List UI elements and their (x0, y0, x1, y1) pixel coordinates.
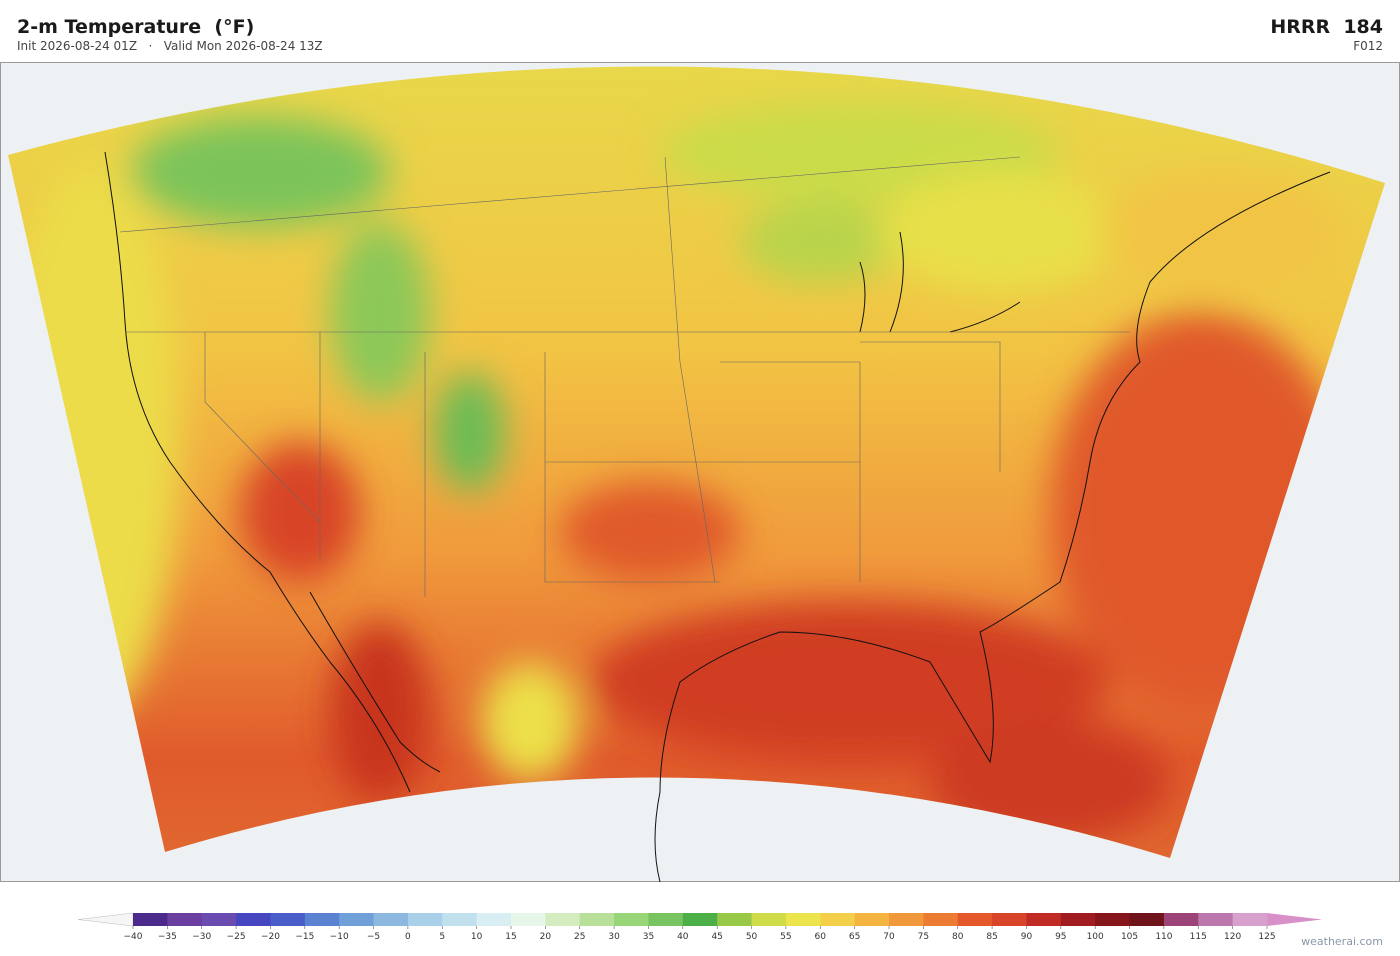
temperature-field (8, 66, 1385, 859)
colorbar-tick-label: −5 (367, 932, 380, 940)
colorbar-tick-label: 110 (1155, 932, 1172, 940)
colorbar-tick-label: 100 (1087, 932, 1104, 940)
map (0, 62, 1400, 883)
colorbar-tick-label: 85 (986, 932, 997, 940)
colorbar-tick-label: 60 (815, 932, 827, 940)
colorbar-segment (717, 913, 752, 926)
colorbar-segment (442, 913, 478, 926)
title: 2-m Temperature (°F) (17, 16, 255, 38)
colorbar-segment (133, 913, 168, 926)
colorbar-segment (167, 913, 203, 926)
colorbar-segment (476, 913, 512, 926)
colorbar-tick-label: −30 (192, 932, 211, 940)
colorbar-tick-label: −25 (227, 932, 246, 940)
colorbar-segment (682, 913, 718, 926)
colorbar-tick-label: 30 (608, 932, 620, 940)
subtitle: Init 2026-08-24 01Z · Valid Mon 2026-08-… (17, 39, 323, 53)
colorbar-tick-label: 70 (883, 932, 895, 940)
colorbar-segment (1163, 913, 1199, 926)
colorbar-segment (373, 913, 409, 926)
colorbar-tick-label: 90 (1021, 932, 1033, 940)
colorbar-under (77, 912, 134, 927)
colorbar-tick-label: 65 (849, 932, 860, 940)
colorbar-tick-label: −15 (295, 932, 314, 940)
colorbar-tick-label: 115 (1190, 932, 1207, 940)
coastlines (104, 151, 1331, 883)
colorbar-segment (511, 913, 546, 926)
colorbar-tick-label: −20 (261, 932, 280, 940)
colorbar-segment (304, 913, 340, 926)
colorbar-tick-label: 95 (1055, 932, 1066, 940)
colorbar-segment (785, 913, 821, 926)
colorbar-tick-label: 125 (1258, 932, 1275, 940)
colorbar-segment (407, 913, 443, 926)
colorbar-over (1267, 913, 1322, 926)
colorbar-tick-label: 5 (439, 932, 445, 940)
colorbar-segment (201, 913, 237, 926)
colorbar-tick-label: 55 (780, 932, 791, 940)
colorbar-segment (614, 913, 649, 926)
colorbar-tick-label: 45 (711, 932, 722, 940)
colorbar-segment (923, 913, 959, 926)
colorbar-segment (545, 913, 581, 926)
state-borders (119, 156, 1130, 597)
colorbar-tick-label: 20 (540, 932, 552, 940)
forecast-hour: F012 (1353, 39, 1383, 53)
colorbar-tick-label: 120 (1224, 932, 1241, 940)
colorbar-tick-label: 25 (574, 932, 585, 940)
colorbar-tick-label: −35 (158, 932, 177, 940)
colorbar-segment (1060, 913, 1096, 926)
colorbar-tick-label: 80 (952, 932, 964, 940)
colorbar-segment (1095, 913, 1130, 926)
colorbar-segment (751, 913, 787, 926)
colorbar: −40 −35 −30 −25 −20 −15 −10 −5 0 5 10 15 20 25 30 35 40 4… (77, 912, 1322, 940)
colorbar-segment (270, 913, 306, 926)
colorbar-segment (1129, 913, 1165, 926)
colorbar-tick-label: 75 (918, 932, 929, 940)
colorbar-tick-label: 10 (471, 932, 483, 940)
colorbar-tick-label: 105 (1121, 932, 1138, 940)
colorbar-tick-label: −10 (330, 932, 349, 940)
colorbar-segment (957, 913, 993, 926)
colorbar-tick-label: 15 (505, 932, 516, 940)
colorbar-tick-label: 50 (746, 932, 758, 940)
colorbar-segment (1026, 913, 1062, 926)
colorbar-segment (1232, 913, 1268, 926)
colorbar-tick-label: 35 (643, 932, 654, 940)
colorbar-segment (579, 913, 615, 926)
colorbar-segment (1198, 913, 1234, 926)
colorbar-segment (992, 913, 1027, 926)
colorbar-segment (889, 913, 924, 926)
colorbar-segment (339, 913, 374, 926)
watermark: weatherai.com (1301, 935, 1383, 948)
colorbar-tick-label: −40 (124, 932, 143, 940)
colorbar-segment (854, 913, 890, 926)
colorbar-tick-label: 40 (677, 932, 689, 940)
colorbar-tick-label: 0 (405, 932, 411, 940)
model: HRRR 184 (1270, 16, 1383, 38)
colorbar-segment (820, 913, 856, 926)
colorbar-segment (648, 913, 684, 926)
colorbar-segment (236, 913, 271, 926)
